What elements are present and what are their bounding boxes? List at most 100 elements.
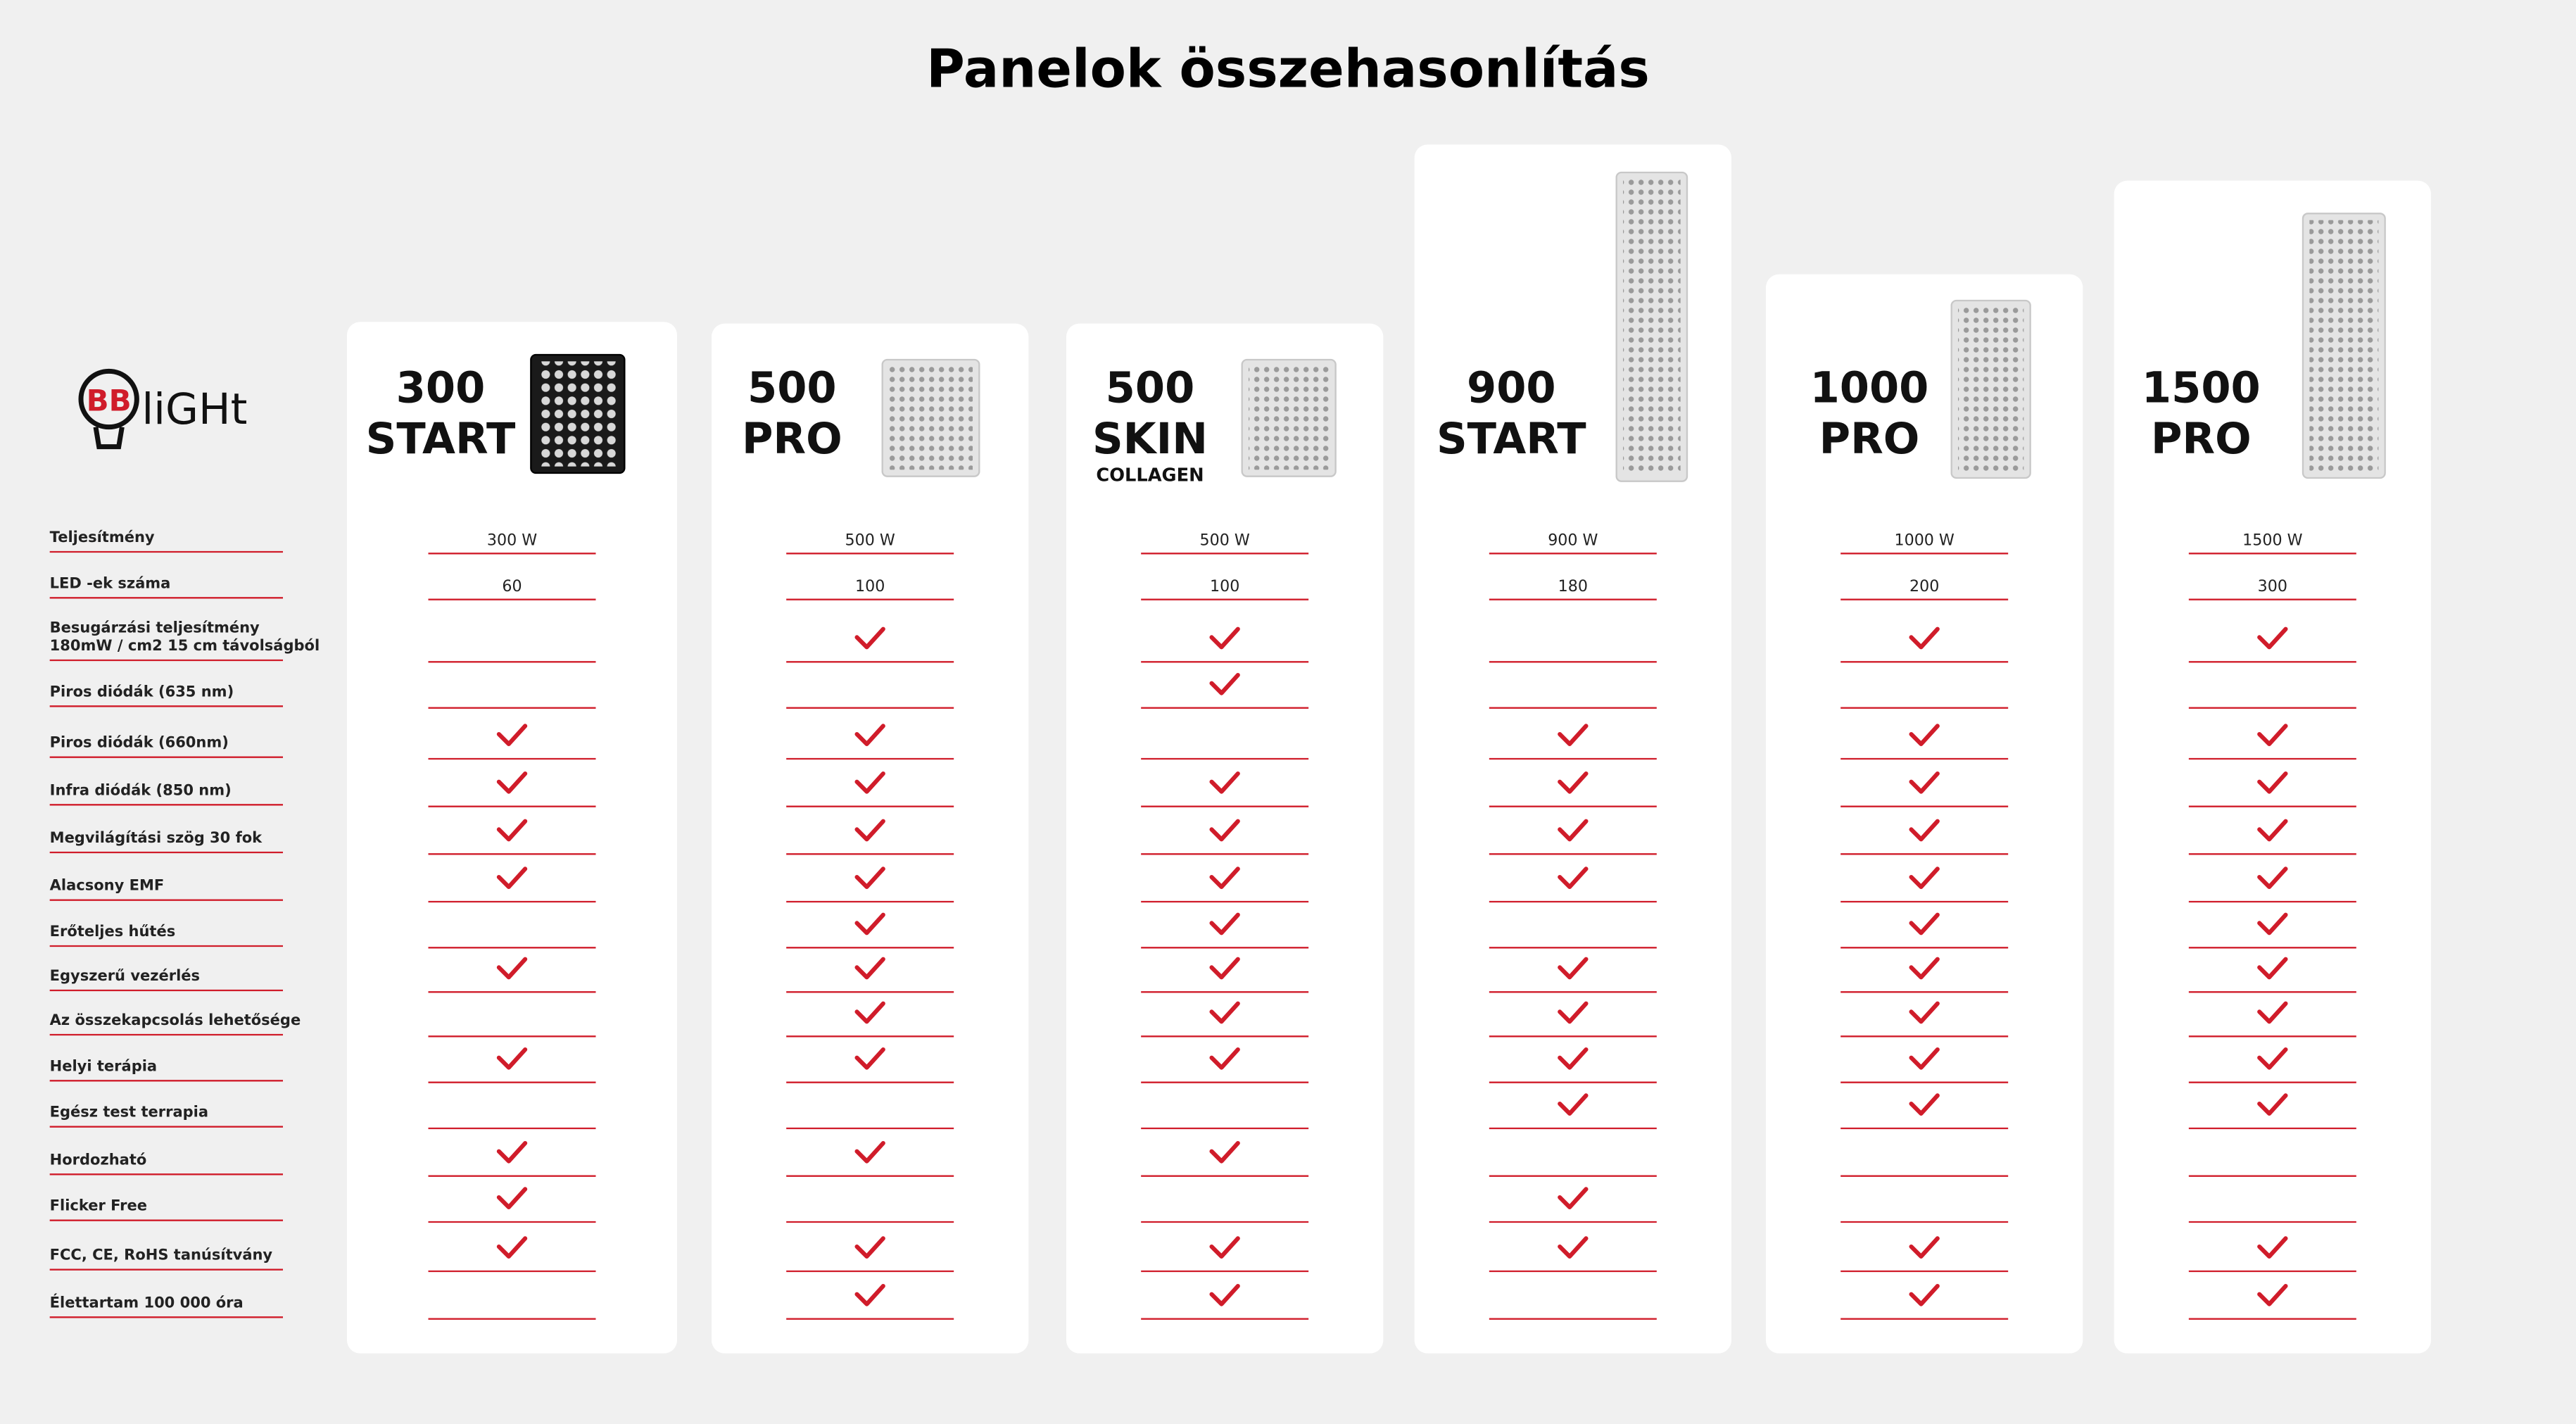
product-image-leds bbox=[1623, 179, 1681, 475]
check-mark bbox=[1909, 1047, 1940, 1070]
product-image-leds bbox=[1249, 366, 1330, 470]
feature-label: Flicker Free bbox=[50, 1197, 147, 1214]
check-mark bbox=[1558, 957, 1589, 980]
feature-label: Megvilágítási szög 30 fok bbox=[50, 829, 263, 846]
product-name: PRO bbox=[2151, 415, 2252, 464]
check-mark bbox=[1209, 1047, 1240, 1070]
logo-bulb-base bbox=[93, 427, 125, 450]
check-mark bbox=[1209, 1001, 1240, 1024]
product-name: 500 bbox=[747, 364, 837, 413]
cell-value: 300 W bbox=[487, 531, 537, 550]
check-mark bbox=[1209, 957, 1240, 980]
product-name: 1500 bbox=[2142, 364, 2261, 413]
product-image-leds bbox=[537, 361, 618, 467]
product-image-leds bbox=[2309, 220, 2379, 472]
cell-value: 900 W bbox=[1548, 531, 1598, 550]
feature-label: Az összekapcsolás lehetősége bbox=[50, 1012, 301, 1028]
check-mark bbox=[1909, 867, 1940, 890]
check-mark bbox=[496, 771, 528, 794]
check-mark bbox=[854, 771, 885, 794]
product-name: START bbox=[366, 415, 516, 464]
check-mark bbox=[2257, 1283, 2288, 1306]
check-mark bbox=[1558, 819, 1589, 842]
cell-value: 60 bbox=[502, 577, 522, 596]
check-mark bbox=[1558, 724, 1589, 747]
product-card bbox=[1766, 274, 2083, 1354]
feature-label: Alacsony EMF bbox=[50, 877, 165, 894]
product-image-leds bbox=[1958, 307, 2024, 472]
cell-value: 180 bbox=[1558, 577, 1588, 596]
check-mark bbox=[854, 724, 885, 747]
check-mark bbox=[2257, 1236, 2288, 1259]
product-image-leds bbox=[889, 366, 973, 470]
check-mark bbox=[1209, 1236, 1240, 1259]
check-mark bbox=[2257, 867, 2288, 890]
logo-bulb bbox=[78, 368, 139, 430]
check-mark bbox=[1909, 626, 1940, 650]
check-mark bbox=[496, 1187, 528, 1210]
cell-value: 200 bbox=[1909, 577, 1939, 596]
feature-label: Infra diódák (850 nm) bbox=[50, 781, 232, 798]
check-mark bbox=[1558, 1187, 1589, 1210]
check-mark bbox=[854, 1140, 885, 1164]
check-mark bbox=[2257, 626, 2288, 650]
check-mark bbox=[854, 1001, 885, 1024]
check-mark bbox=[1209, 819, 1240, 842]
feature-label: Piros diódák (635 nm) bbox=[50, 683, 234, 700]
check-mark bbox=[1909, 819, 1940, 842]
check-mark bbox=[1909, 724, 1940, 747]
product-name: 300 bbox=[396, 364, 486, 413]
check-mark bbox=[2257, 1001, 2288, 1024]
logo-mark: BB bbox=[87, 383, 132, 417]
table: Teljesítmény LED -ek száma Besugárzási tel… bbox=[50, 144, 2431, 1354]
check-mark bbox=[854, 1047, 885, 1070]
check-mark bbox=[1909, 771, 1940, 794]
check-mark bbox=[2257, 1047, 2288, 1070]
product-subname: COLLAGEN bbox=[1096, 465, 1204, 486]
check-mark bbox=[2257, 819, 2288, 842]
feature-label: Egyszerű vezérlés bbox=[50, 967, 200, 984]
product-name: SKIN bbox=[1092, 415, 1208, 464]
product-name: 1000 bbox=[1810, 364, 1929, 413]
check-mark bbox=[1909, 957, 1940, 980]
check-mark bbox=[496, 867, 528, 890]
feature-label: LED -ek száma bbox=[50, 574, 171, 591]
feature-label: Hordozható bbox=[50, 1151, 147, 1168]
feature-label: Élettartam 100 000 óra bbox=[50, 1293, 244, 1311]
page-title: Panelok összehasonlítás bbox=[926, 39, 1650, 100]
check-mark bbox=[1209, 1140, 1240, 1164]
check-mark bbox=[854, 957, 885, 980]
check-mark bbox=[2257, 771, 2288, 794]
check-mark bbox=[496, 1236, 528, 1259]
check-mark bbox=[1909, 1001, 1940, 1024]
check-mark bbox=[2257, 957, 2288, 980]
feature-label: 180mW / cm2 15 cm távolságból bbox=[50, 637, 320, 654]
check-mark bbox=[1558, 771, 1589, 794]
check-mark bbox=[496, 724, 528, 747]
check-mark bbox=[496, 1140, 528, 1164]
check-mark bbox=[1909, 1236, 1940, 1259]
cell-value: 1000 W bbox=[1894, 531, 1954, 550]
check-mark bbox=[2257, 1093, 2288, 1116]
cell-value: 500 W bbox=[1200, 531, 1250, 550]
cell-value: 300 bbox=[2258, 577, 2287, 596]
check-mark bbox=[1909, 1093, 1940, 1116]
check-mark bbox=[2257, 912, 2288, 935]
feature-label: Teljesítmény bbox=[50, 529, 155, 546]
cell-value: 100 bbox=[1210, 577, 1239, 596]
check-mark bbox=[1209, 912, 1240, 935]
feature-label: Helyi terápia bbox=[50, 1057, 157, 1074]
check-mark bbox=[1209, 1283, 1240, 1306]
check-mark bbox=[854, 912, 885, 935]
check-mark bbox=[1558, 1093, 1589, 1116]
feature-label: Egész test terrapia bbox=[50, 1104, 208, 1121]
check-mark bbox=[1209, 867, 1240, 890]
logo-text: liGHt bbox=[141, 385, 247, 434]
check-mark bbox=[496, 819, 528, 842]
product-name: START bbox=[1437, 415, 1586, 464]
check-mark bbox=[1558, 1001, 1589, 1024]
feature-label: FCC, CE, RoHS tanúsítvány bbox=[50, 1247, 273, 1264]
feature-label: Erőteljes hűtés bbox=[50, 923, 176, 940]
product-name: PRO bbox=[742, 415, 842, 464]
